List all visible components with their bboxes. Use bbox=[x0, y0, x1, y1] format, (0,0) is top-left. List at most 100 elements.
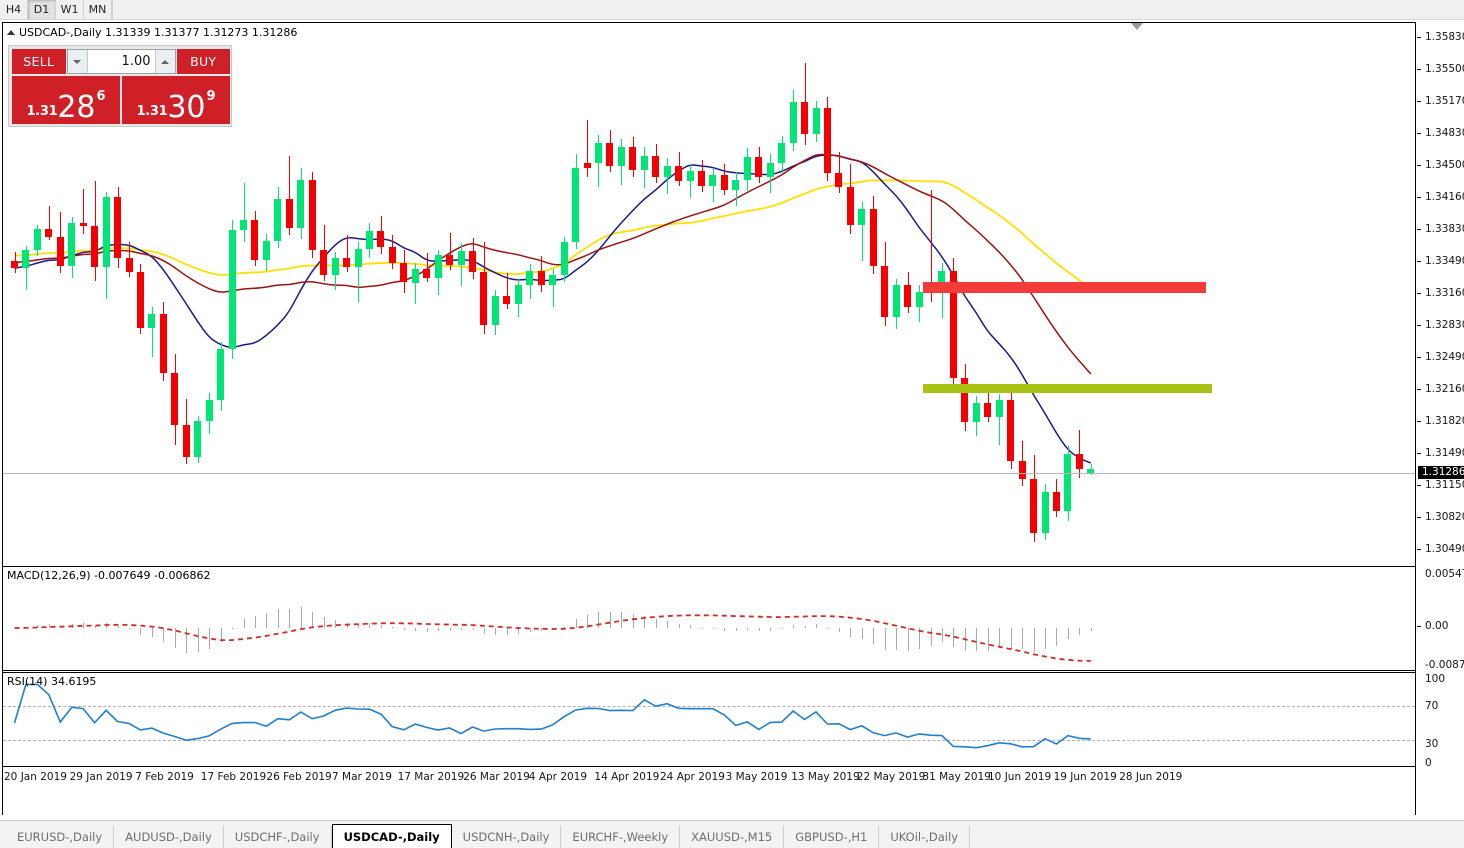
macd-histogram-bar bbox=[713, 628, 714, 629]
macd-histogram-bar bbox=[1011, 628, 1012, 649]
chart-tab-usdcnh[interactable]: USDCNH-,Daily bbox=[452, 826, 562, 848]
candle-body bbox=[103, 197, 110, 268]
time-axis-label: 17 Mar 2019 bbox=[397, 771, 465, 783]
macd-histogram-bar bbox=[495, 628, 496, 635]
timeframe-button-h4[interactable]: H4 bbox=[0, 0, 28, 19]
volume-decrease-button[interactable] bbox=[67, 50, 88, 73]
chart-tab-audusd[interactable]: AUDUSD-,Daily bbox=[114, 826, 224, 848]
price-axis-label: 1.34160 bbox=[1425, 191, 1464, 204]
timeframe-button-w1[interactable]: W1 bbox=[56, 0, 84, 19]
candle-body bbox=[664, 165, 671, 178]
bid-price-button[interactable]: 1.31 28 6 bbox=[12, 76, 120, 124]
macd-histogram-bar bbox=[427, 628, 428, 632]
rsi-indicator-pane[interactable]: RSI(14) 34.6195 bbox=[3, 672, 1415, 767]
macd-histogram-bar bbox=[198, 628, 199, 653]
rsi-axis-label: 30 bbox=[1425, 738, 1439, 750]
candle-wick bbox=[49, 205, 50, 241]
bid-price-prefix: 1.31 bbox=[26, 104, 58, 119]
chart-tab-ukoil[interactable]: UKOil-,Daily bbox=[879, 826, 971, 848]
candle-body bbox=[858, 208, 865, 226]
candle-body bbox=[835, 173, 842, 187]
candle-body bbox=[274, 199, 281, 242]
chart-tab-gbpusd[interactable]: GBPUSD-,H1 bbox=[784, 826, 880, 848]
price-axis-tick bbox=[1417, 37, 1421, 39]
candle-body bbox=[240, 220, 247, 230]
price-axis-tick bbox=[1417, 197, 1421, 199]
chart-tab-usdcad[interactable]: USDCAD-,Daily bbox=[331, 824, 452, 848]
rsi-axis-label: 0 bbox=[1425, 757, 1432, 769]
candle-body bbox=[984, 403, 991, 417]
price-axis[interactable]: 1.35830 1.35500 1.35170 1.34830 1.34500 1.341… bbox=[1417, 22, 1464, 815]
candle-body bbox=[824, 108, 831, 174]
macd-histogram-bar bbox=[1079, 628, 1080, 635]
macd-label: MACD(12,26,9) -0.007649 -0.006862 bbox=[7, 569, 211, 582]
candle-body bbox=[813, 108, 820, 135]
macd-histogram-bar bbox=[988, 628, 989, 651]
macd-histogram-bar bbox=[598, 611, 599, 628]
candle-body bbox=[68, 223, 75, 267]
collapse-triangle-icon[interactable] bbox=[7, 30, 15, 35]
candle-wick bbox=[347, 234, 348, 272]
candle-body bbox=[744, 157, 751, 181]
price-chart-pane[interactable]: USDCAD-,Daily 1.31339 1.31377 1.31273 1.… bbox=[3, 23, 1415, 565]
candle-body bbox=[790, 102, 797, 143]
candle-wick bbox=[587, 119, 588, 178]
candle-body bbox=[469, 250, 476, 272]
chart-tab-xauusd[interactable]: XAUUSD-,M15 bbox=[680, 826, 785, 848]
rsi-axis-label: 100 bbox=[1425, 673, 1446, 685]
chart-header-text: USDCAD-,Daily 1.31339 1.31377 1.31273 1.… bbox=[19, 26, 298, 39]
price-axis-tick bbox=[1417, 261, 1421, 263]
candle-body bbox=[412, 269, 419, 283]
macd-histogram-bar bbox=[885, 628, 886, 650]
chart-window: USDCAD-,Daily 1.31339 1.31377 1.31273 1.… bbox=[0, 20, 1464, 820]
macd-histogram-bar bbox=[896, 628, 897, 651]
volume-input[interactable]: 1.00 bbox=[121, 54, 151, 69]
candle-body bbox=[1076, 453, 1083, 470]
candle-body bbox=[343, 257, 350, 268]
timeframe-button-mn[interactable]: MN bbox=[84, 0, 112, 19]
chart-tab-eurchf[interactable]: EURCHF-,Weekly bbox=[561, 826, 681, 848]
one-click-trading-panel[interactable]: SELL 1.00 BUY 1.31 28 bbox=[8, 45, 232, 127]
bid-price-big: 28 bbox=[57, 90, 96, 125]
time-axis-label: 17 Feb 2019 bbox=[200, 771, 267, 783]
candle-body bbox=[286, 199, 293, 228]
time-axis-label: 26 Feb 2019 bbox=[266, 771, 332, 783]
candle-wick bbox=[553, 269, 554, 308]
timeframe-button-d1[interactable]: D1 bbox=[28, 0, 56, 19]
macd-indicator-pane[interactable]: MACD(12,26,9) -0.007649 -0.006862 bbox=[3, 566, 1415, 671]
candle-body bbox=[801, 102, 808, 135]
chart-tab-usdchf[interactable]: USDCHF-,Daily bbox=[224, 826, 332, 848]
rsi-label: RSI(14) 34.6195 bbox=[7, 675, 97, 688]
candle-body bbox=[561, 242, 568, 275]
resistance-trendline[interactable] bbox=[923, 281, 1206, 293]
buy-button[interactable]: BUY bbox=[176, 49, 230, 74]
candle-body bbox=[675, 165, 682, 181]
candle-body bbox=[595, 142, 602, 163]
macd-histogram-bar bbox=[610, 611, 611, 628]
macd-histogram-bar bbox=[850, 628, 851, 638]
macd-histogram-bar bbox=[518, 628, 519, 634]
macd-histogram-bar bbox=[919, 628, 920, 649]
support-trendline[interactable] bbox=[923, 384, 1212, 394]
macd-histogram-bar bbox=[186, 628, 187, 654]
time-axis[interactable]: 20 Jan 2019 29 Jan 2019 7 Feb 2019 17 Feb 2… bbox=[3, 768, 1415, 816]
candle-body bbox=[950, 271, 957, 379]
candle-body bbox=[80, 223, 87, 226]
macd-histogram-bar bbox=[232, 628, 233, 629]
macd-histogram-bar bbox=[324, 617, 325, 628]
macd-histogram-bar bbox=[862, 628, 863, 640]
rsi-gridline bbox=[3, 706, 1415, 708]
sell-button[interactable]: SELL bbox=[12, 49, 66, 74]
macd-histogram-bar bbox=[702, 627, 703, 629]
price-axis-label: 1.31820 bbox=[1425, 415, 1464, 428]
volume-increase-button[interactable] bbox=[154, 50, 175, 73]
chart-tabs-bar: EURUSD-,Daily AUDUSD-,Daily USDCHF-,Daily U… bbox=[0, 820, 1464, 848]
chart-symbol-header: USDCAD-,Daily 1.31339 1.31377 1.31273 1.… bbox=[7, 26, 297, 39]
price-axis-tick bbox=[1417, 324, 1421, 326]
chart-scroll-marker-icon[interactable] bbox=[1131, 23, 1143, 30]
chart-tab-eurusd[interactable]: EURUSD-,Daily bbox=[6, 826, 115, 848]
ask-price-button[interactable]: 1.31 30 9 bbox=[122, 76, 230, 124]
price-axis-label: 1.31490 bbox=[1425, 446, 1464, 459]
macd-histogram-bar bbox=[140, 628, 141, 635]
volume-stepper[interactable]: 1.00 bbox=[66, 49, 176, 74]
